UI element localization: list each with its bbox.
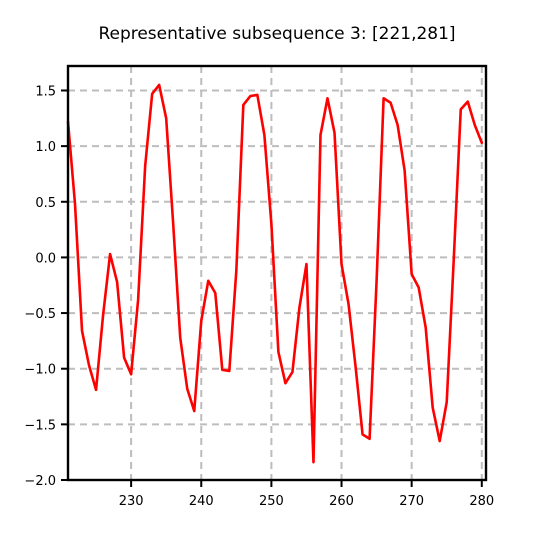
x-tick-label: 240: [189, 494, 214, 509]
grid-layer: [68, 66, 486, 481]
y-tick-label: 1.0: [35, 140, 56, 155]
y-tick-label: 0.0: [35, 251, 56, 266]
plot-frame: [66, 64, 488, 482]
chart-title: Representative subsequence 3: [221,281]: [98, 24, 455, 44]
x-tick-label: 230: [119, 494, 144, 509]
y-tick-label: 0.5: [35, 196, 56, 211]
x-tick-label: 260: [329, 494, 354, 509]
y-tick-label: −0.5: [24, 307, 56, 322]
x-tick-label: 280: [469, 494, 494, 509]
axis-layer: 230 240 250 260 270 280 1.5 1.0 0.5 0.0 −0.5 −1.0 −1…: [24, 64, 494, 509]
series-line: [66, 83, 484, 464]
series-layer: [66, 83, 484, 464]
x-tick-label: 250: [259, 494, 284, 509]
y-tick-label: −2.0: [24, 474, 56, 489]
y-tick-label: −1.0: [24, 363, 56, 378]
x-tick-label: 270: [399, 494, 424, 509]
y-tick-label: 1.5: [35, 84, 56, 99]
y-tick-label: −1.5: [24, 418, 56, 433]
